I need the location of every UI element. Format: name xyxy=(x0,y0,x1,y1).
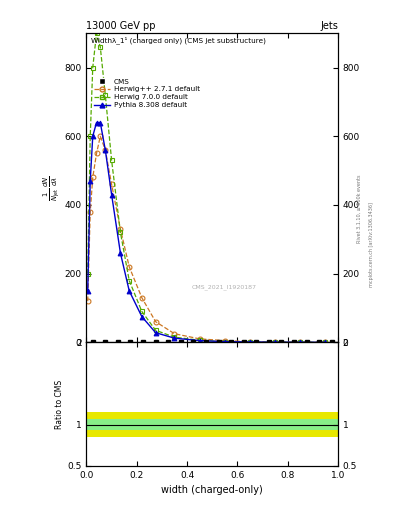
Text: mcplots.cern.ch [arXiv:1306.3436]: mcplots.cern.ch [arXiv:1306.3436] xyxy=(369,202,374,287)
Text: CMS_2021_I1920187: CMS_2021_I1920187 xyxy=(192,284,257,289)
Text: 13000 GeV pp: 13000 GeV pp xyxy=(86,20,156,31)
Text: Rivet 3.1.10, ≥ 500k events: Rivet 3.1.10, ≥ 500k events xyxy=(357,175,362,243)
Legend: CMS, Herwig++ 2.7.1 default, Herwig 7.0.0 default, Pythia 8.308 default: CMS, Herwig++ 2.7.1 default, Herwig 7.0.… xyxy=(93,77,201,110)
Y-axis label: $\frac{1}{N_\mathrm{jet}}\,\frac{dN}{d\lambda}$: $\frac{1}{N_\mathrm{jet}}\,\frac{dN}{d\l… xyxy=(41,175,62,201)
Text: Widthλ_1¹ (charged only) (CMS jet substructure): Widthλ_1¹ (charged only) (CMS jet substr… xyxy=(92,36,266,44)
Text: Jets: Jets xyxy=(320,20,338,31)
Y-axis label: Ratio to CMS: Ratio to CMS xyxy=(55,379,64,429)
X-axis label: width (charged-only): width (charged-only) xyxy=(162,485,263,495)
